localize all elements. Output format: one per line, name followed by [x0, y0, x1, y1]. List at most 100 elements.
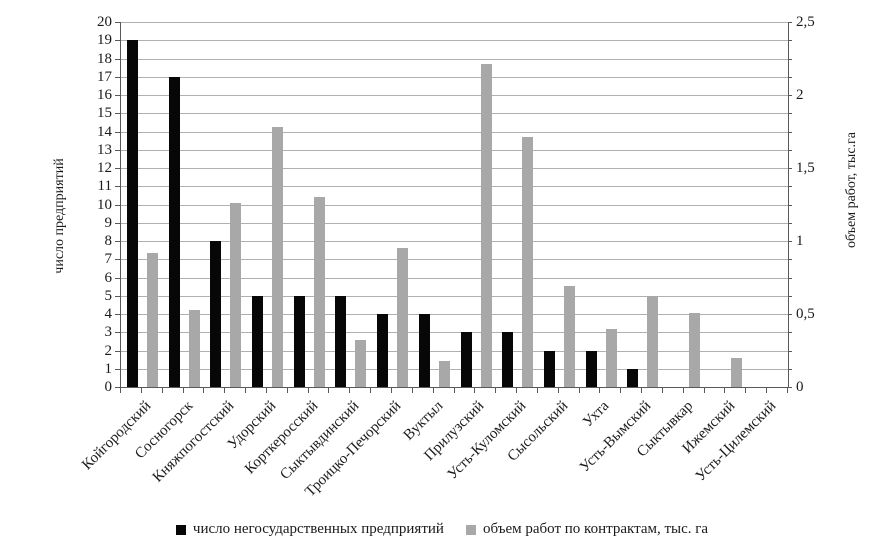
- x-axis-tick: [745, 388, 747, 393]
- bar-volume: [313, 197, 325, 387]
- x-axis-tick: [390, 388, 392, 393]
- y-axis-tick-label: 0: [104, 379, 113, 395]
- y-axis-tick-label: 2: [104, 342, 113, 359]
- x-axis-tick: [349, 388, 351, 393]
- gridline: [121, 95, 788, 96]
- y2-axis-tick: [788, 350, 792, 352]
- y2-axis-tick: [788, 387, 792, 388]
- y2-axis-tick: [788, 76, 792, 78]
- legend-swatch-gray-square-icon: [465, 524, 476, 535]
- bar-volume: [397, 248, 409, 387]
- y2-axis-tick-label: 0,5: [796, 306, 815, 322]
- y-axis-tick: [115, 40, 120, 42]
- x-axis-tick: [724, 388, 726, 393]
- gridline: [121, 58, 788, 60]
- bar-volume: [355, 340, 367, 387]
- bar-volume: [563, 286, 575, 387]
- legend-label-volume: объем работ по контрактам, тыс. га: [482, 521, 709, 537]
- x-axis-tick: [265, 388, 267, 393]
- y-axis-tick-label: 17: [97, 68, 112, 85]
- gridline: [121, 222, 788, 224]
- y-axis-tick: [115, 295, 120, 297]
- legend-item-volume: объем работ по контрактам, тыс. га: [465, 521, 709, 538]
- y-axis-tick-label: 12: [97, 160, 112, 176]
- x-axis-tick: [578, 388, 580, 393]
- x-axis-tick: [557, 388, 559, 393]
- bar-volume: [647, 296, 659, 387]
- x-axis-tick: [495, 388, 497, 393]
- y-axis-tick: [115, 277, 120, 279]
- y2-axis-tick: [788, 241, 792, 242]
- gridline: [121, 168, 788, 169]
- gridline: [121, 76, 788, 78]
- plot-area: [120, 22, 789, 388]
- x-axis-tick: [620, 388, 622, 393]
- bar-enterprises: [377, 314, 389, 387]
- bar-volume: [272, 127, 284, 387]
- y-axis-tick: [115, 332, 120, 334]
- x-axis-tick: [370, 388, 372, 393]
- bar-enterprises: [210, 241, 222, 387]
- x-axis-tick: [224, 388, 226, 393]
- gridline: [121, 295, 788, 297]
- x-axis-tick: [599, 388, 601, 393]
- y-axis-tick-label: 7: [104, 251, 113, 268]
- x-axis-tick: [161, 388, 163, 393]
- x-axis-tick: [307, 388, 309, 393]
- gridline: [121, 241, 788, 242]
- bar-enterprises: [418, 314, 430, 387]
- y-axis-tick-label: 3: [104, 324, 113, 341]
- x-axis-tick: [703, 388, 705, 393]
- y-axis-tick: [115, 76, 120, 78]
- bar-enterprises: [293, 295, 305, 387]
- bar-volume: [480, 64, 492, 387]
- y2-axis-tick: [788, 22, 792, 23]
- y2-axis-tick: [788, 131, 792, 133]
- y-axis-tick: [115, 314, 120, 315]
- y2-axis-tick: [788, 222, 792, 224]
- y2-axis-tick-label: 1: [796, 233, 804, 249]
- y-axis-tick-label: 5: [104, 287, 113, 304]
- y-axis-tick: [115, 58, 120, 60]
- x-axis-tick: [661, 388, 663, 393]
- legend-label-enterprises: число негосударственных предприятий: [192, 521, 444, 537]
- y-axis-tick-label: 15: [97, 105, 112, 122]
- x-axis-tick: [682, 388, 684, 393]
- x-axis-tick: [411, 388, 413, 393]
- gridline: [121, 332, 788, 334]
- bar-enterprises: [168, 76, 180, 387]
- gridline: [121, 350, 788, 352]
- y2-axis-tick: [788, 259, 792, 261]
- x-axis-tick: [140, 388, 142, 393]
- bar-enterprises: [335, 295, 347, 387]
- y-axis-tick: [115, 368, 120, 370]
- bar-volume: [730, 357, 742, 387]
- x-axis-tick: [536, 388, 538, 393]
- y2-axis-tick: [788, 186, 792, 188]
- bar-volume: [188, 309, 200, 387]
- y2-axis-tick: [788, 204, 792, 206]
- y-axis-tick: [115, 168, 120, 169]
- y-axis-tick: [115, 350, 120, 352]
- bar-volume: [522, 137, 534, 387]
- x-axis-tick: [766, 388, 768, 393]
- y2-axis-tick-label: 0: [796, 379, 804, 395]
- x-axis-tick: [182, 388, 184, 393]
- y2-axis-tick: [788, 95, 792, 96]
- y2-axis-tick: [788, 40, 792, 42]
- y-axis-tick: [115, 186, 120, 188]
- y-axis-tick: [115, 204, 120, 206]
- y2-axis-tick: [788, 277, 792, 279]
- y2-axis-tick-label: 2,5: [796, 14, 815, 30]
- x-axis-tick: [787, 388, 788, 393]
- bar-enterprises: [502, 332, 514, 387]
- y-axis-tick-label: 16: [97, 87, 112, 103]
- gridline: [121, 259, 788, 261]
- bar-enterprises: [127, 40, 138, 387]
- bar-volume: [438, 360, 450, 387]
- gridline: [121, 368, 788, 370]
- gridline: [121, 131, 788, 133]
- y-axis-tick-label: 9: [104, 214, 113, 231]
- x-axis-tick: [203, 388, 205, 393]
